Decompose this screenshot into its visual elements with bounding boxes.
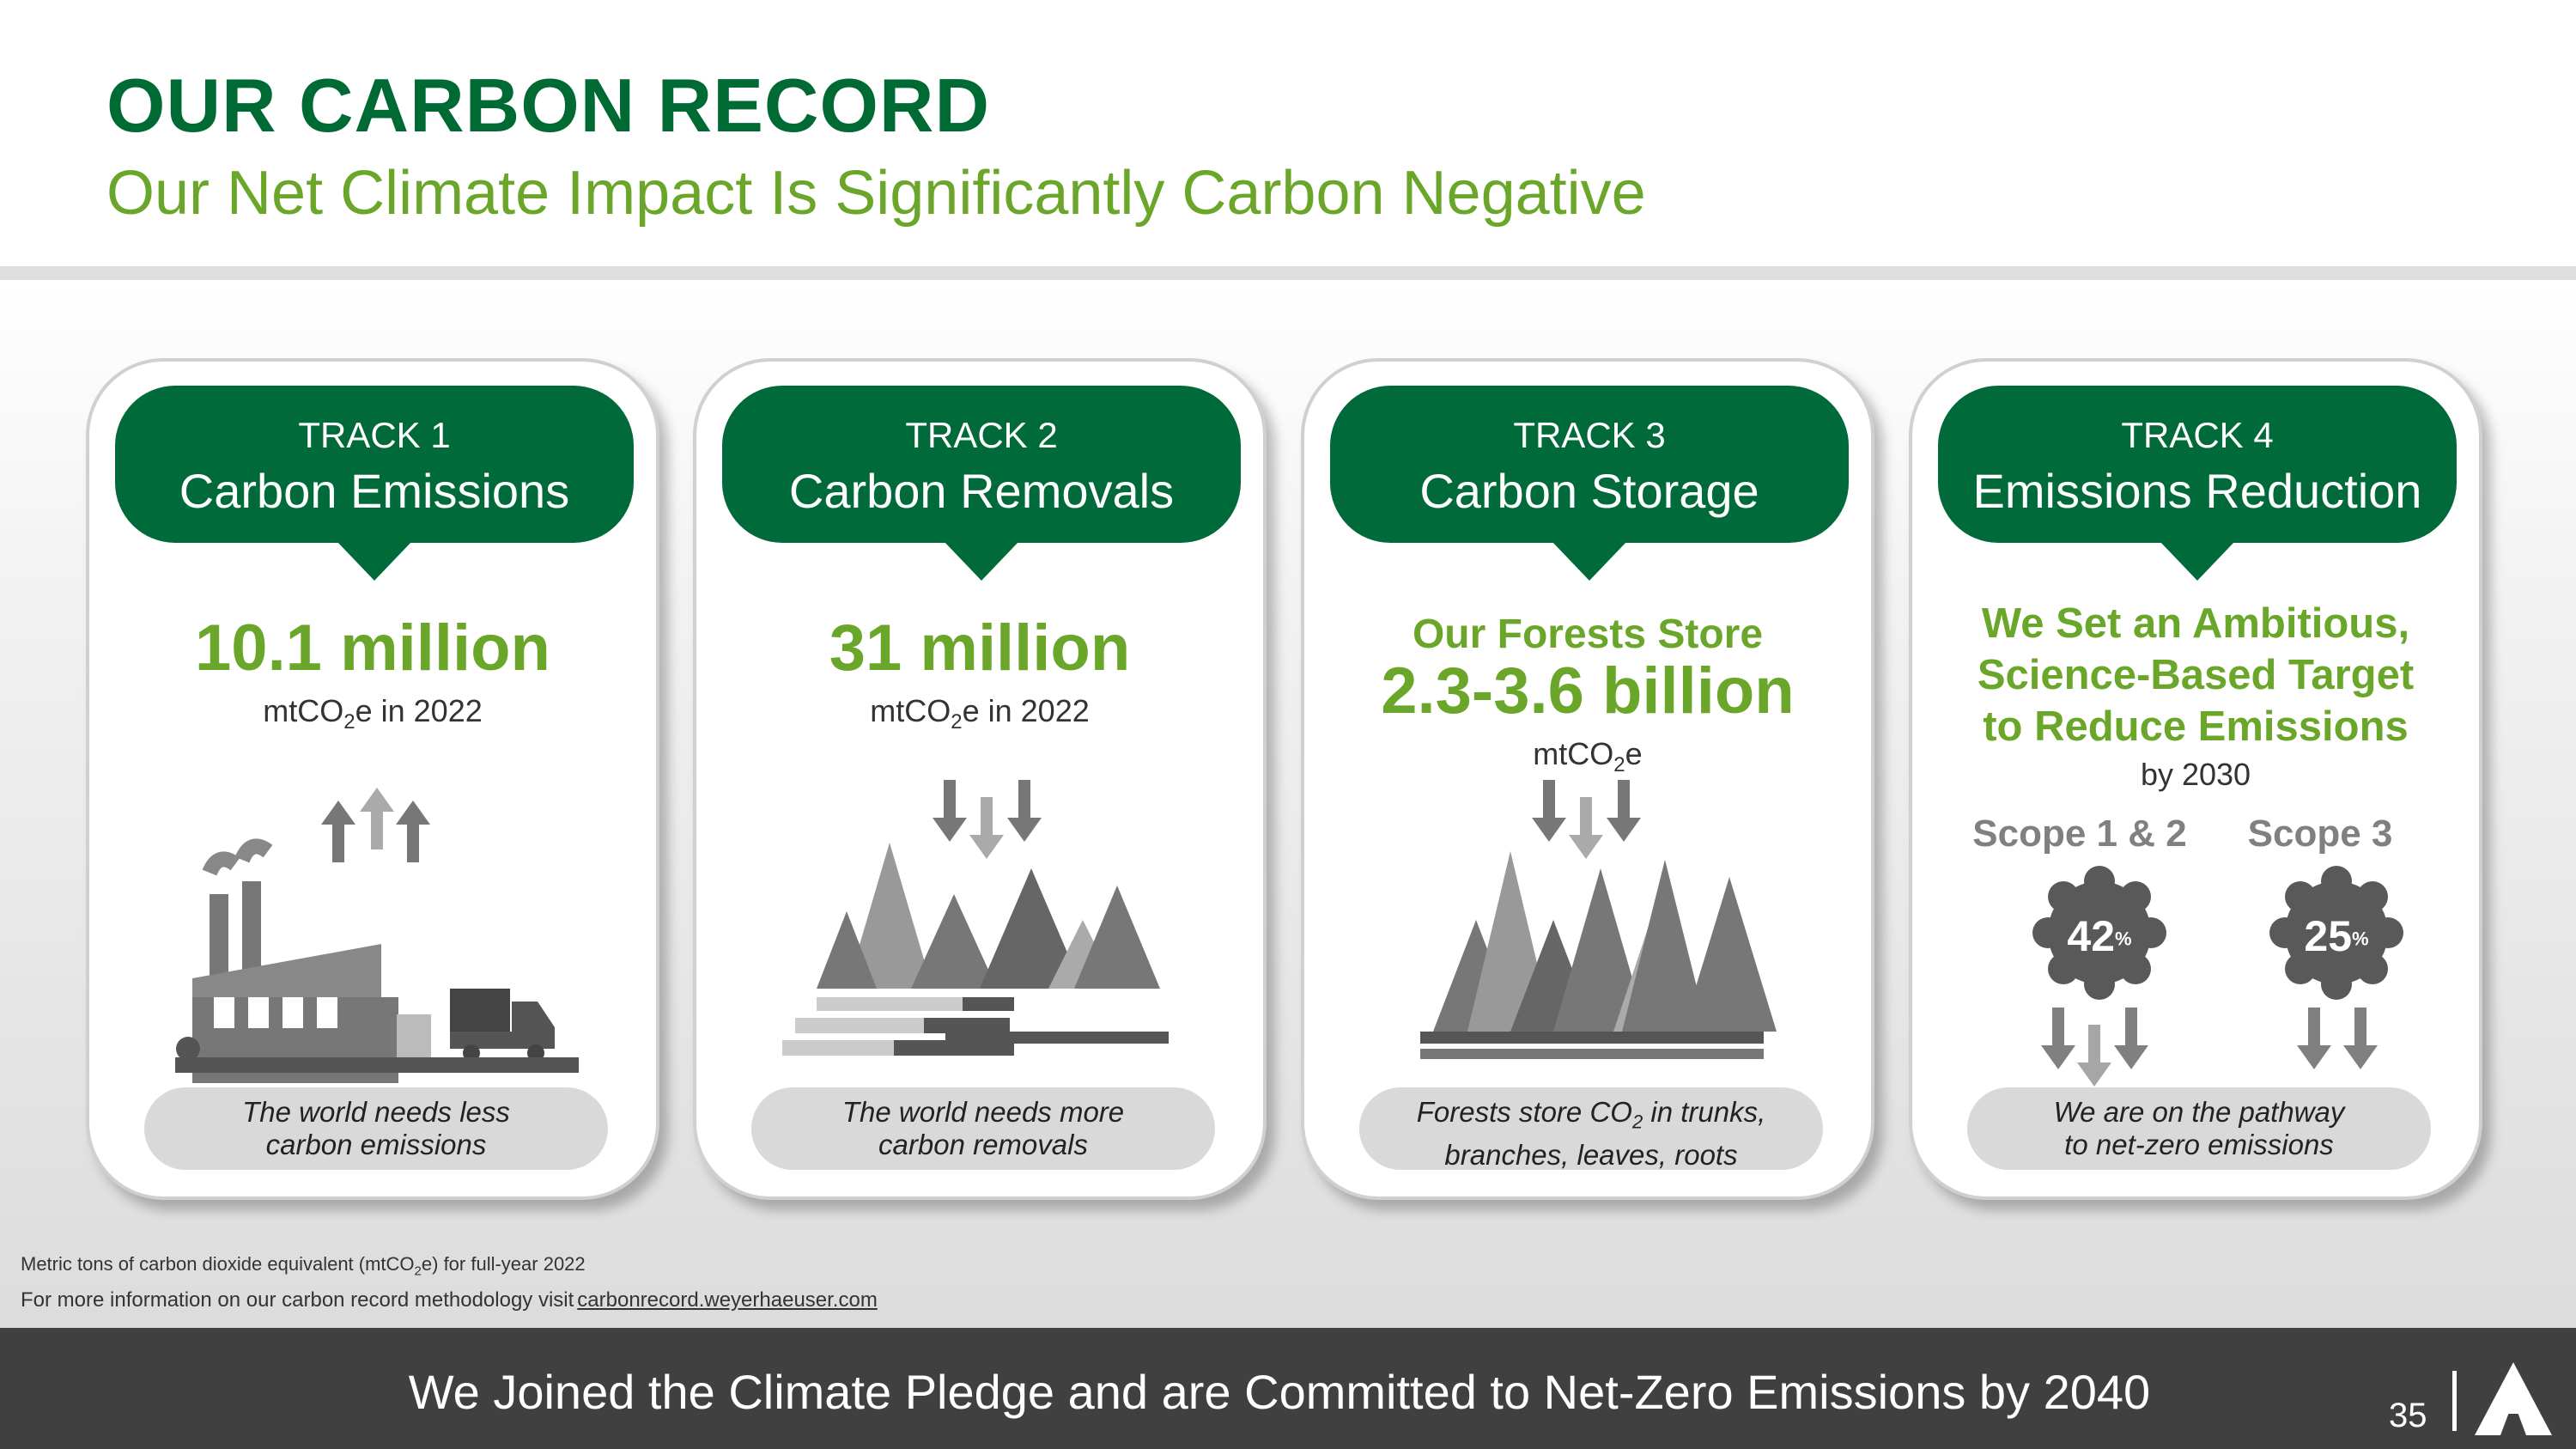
scope-1-2-badge [2032,866,2166,1000]
track-4-card: TRACK 4 Emissions Reduction We Set an Am… [1909,358,2482,1200]
track-2-header: TRACK 2 Carbon Removals [722,386,1241,581]
footnote-methodology: For more information on our carbon recor… [21,1288,878,1312]
target-headline: We Set an Ambitious, Science-Based Target… [1977,600,2415,750]
storage-value: 2.3-3.6 billion [1381,654,1795,728]
footer-bar: We Joined the Climate Pledge and are Com… [0,1328,2576,1449]
forest-lumber-icon [782,780,1169,1056]
track-label: TRACK 1 [298,415,451,455]
scope-3-value: 25% [2304,912,2369,960]
header-divider [0,266,2576,280]
track-label: TRACK 3 [1513,415,1666,455]
removals-unit: mtCO2e in 2022 [870,693,1090,734]
track-name: Emissions Reduction [1972,464,2422,518]
track-2-card: TRACK 2 Carbon Removals 31 million mtCO2… [693,358,1267,1200]
track-3-note: Forests store CO2 in trunks, branches, le… [1359,1087,1823,1171]
storage-lead: Our Forests Store [1412,612,1764,657]
scope-1-2-value: 42% [2067,912,2132,960]
page-title: OUR CARBON RECORD [106,63,990,148]
carbonrecord-link[interactable]: carbonrecord.weyerhaeuser.com [577,1288,878,1312]
page-number: 35 [2389,1397,2427,1434]
track-4-note: We are on the pathway to net-zero emissio… [1967,1087,2431,1170]
removals-value: 31 million [829,612,1131,685]
track-1-card: TRACK 1 Carbon Emissions 10.1 million mt… [86,358,659,1200]
track-3-card: TRACK 3 Carbon Storage Our Forests Store… [1301,358,1874,1200]
track-label: TRACK 2 [905,415,1058,455]
page-subtitle: Our Net Climate Impact Is Significantly … [106,159,1646,228]
scope-1-2-label: Scope 1 & 2 [1972,813,2187,855]
track-1-header: TRACK 1 Carbon Emissions [115,386,634,581]
forest-storage-icon [1420,780,1777,1059]
factory-emissions-icon [175,788,579,1083]
scope-3-badge [2269,866,2403,1000]
storage-unit: mtCO2e [1533,736,1643,777]
track-label: TRACK 4 [2121,415,2274,455]
emissions-unit: mtCO2e in 2022 [263,693,483,734]
footnote-units: Metric tons of carbon dioxide equivalent… [21,1253,586,1279]
scope-3-label: Scope 3 [2247,813,2393,855]
track-3-header: TRACK 3 Carbon Storage [1330,386,1849,581]
track-name: Carbon Storage [1419,464,1759,518]
emissions-value: 10.1 million [195,612,550,685]
footer-separator [2452,1371,2457,1431]
company-logo-icon [2475,1362,2552,1435]
track-2-note: The world needs more carbon removals [751,1087,1215,1170]
footer-message: We Joined the Climate Pledge and are Com… [408,1365,2151,1419]
track-4-header: TRACK 4 Emissions Reduction [1938,386,2457,581]
track-1-note: The world needs less carbon emissions [144,1087,608,1170]
track-name: Carbon Emissions [179,464,570,518]
reduction-badges-icon [2032,866,2403,1087]
target-year: by 2030 [2140,757,2251,792]
track-name: Carbon Removals [788,464,1175,518]
